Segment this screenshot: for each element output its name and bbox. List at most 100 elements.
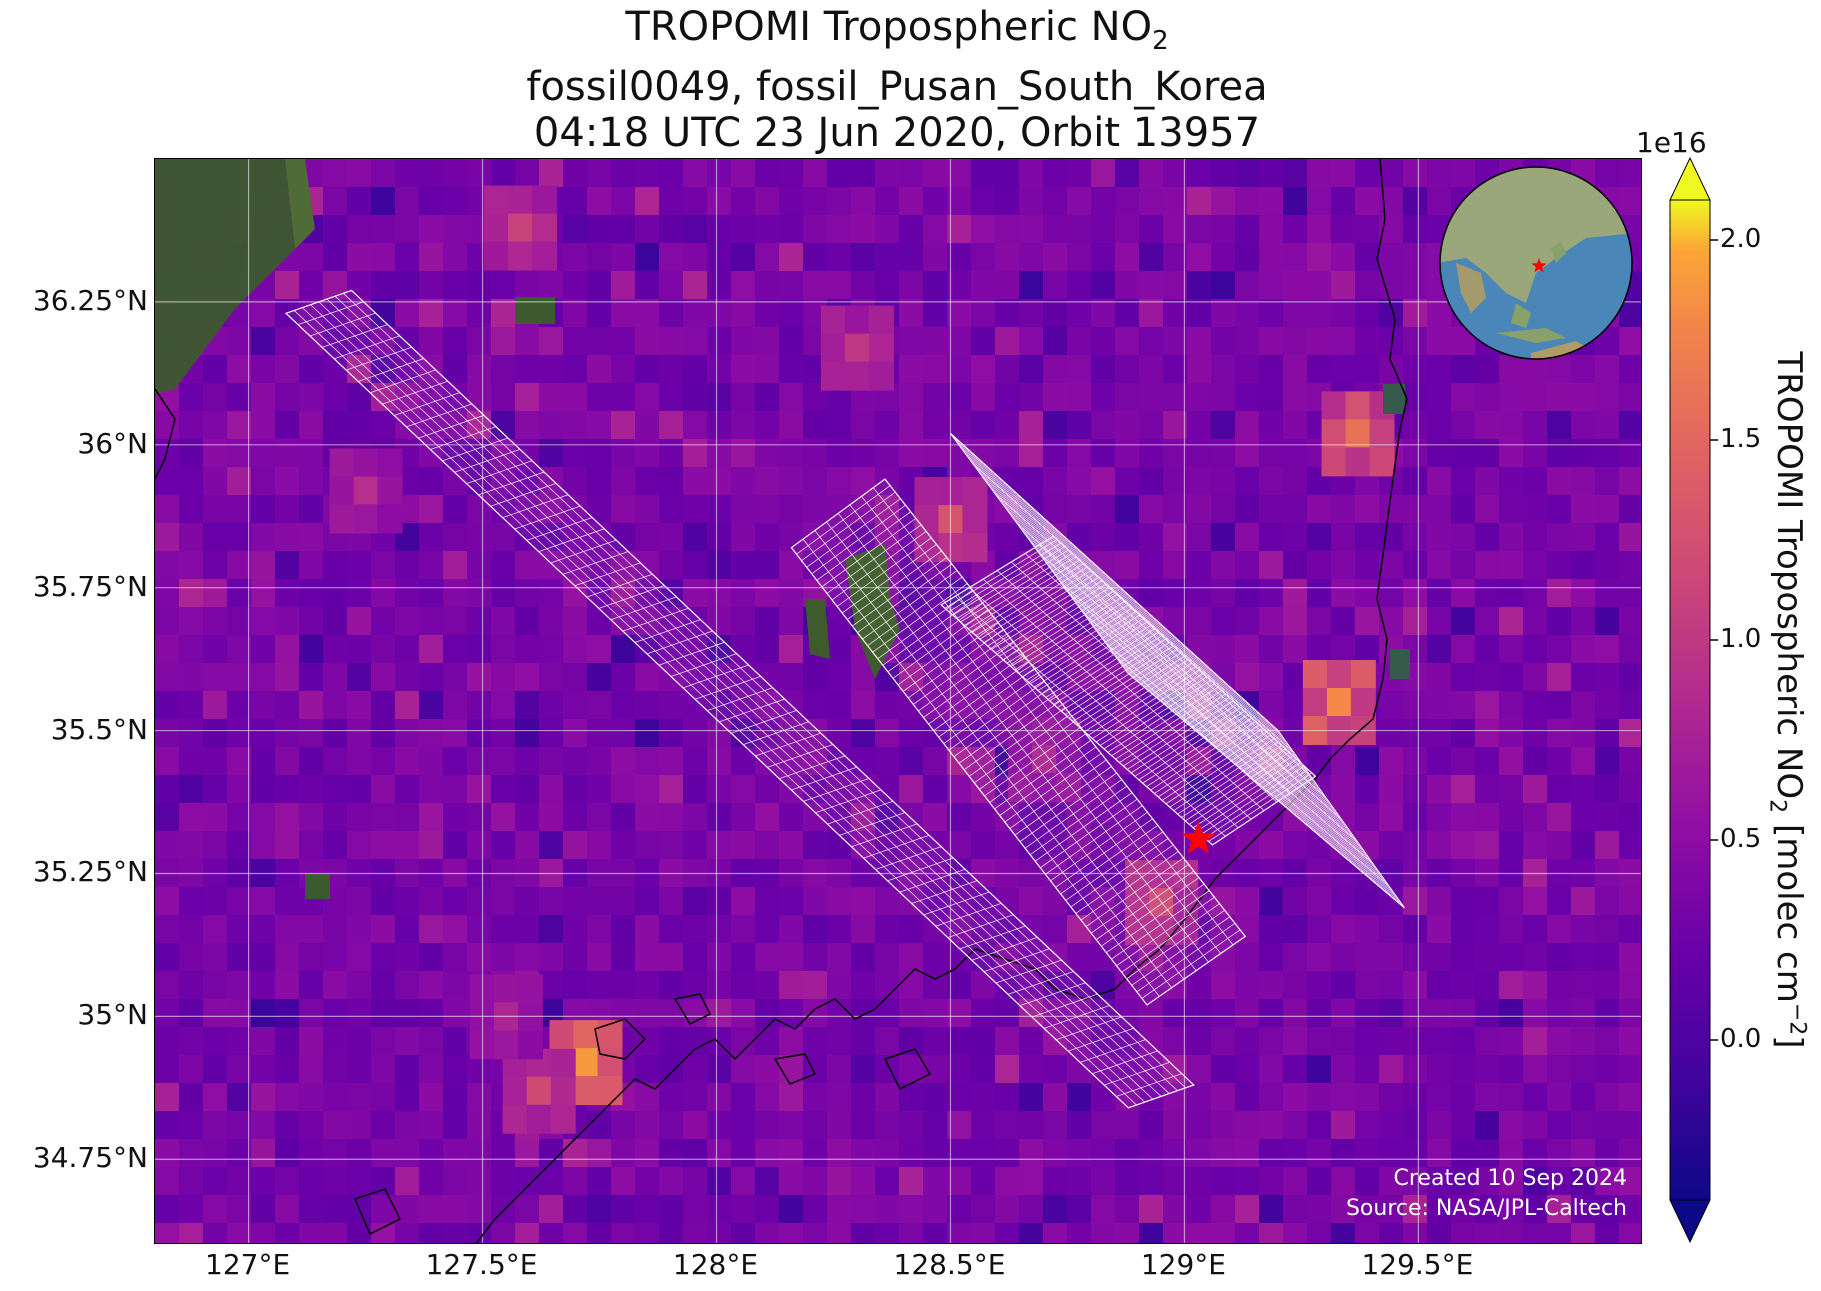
no2-pixel (347, 1223, 372, 1243)
no2-pixel (1211, 215, 1236, 244)
no2-pixel (1211, 159, 1236, 188)
no2-pixel (1619, 775, 1641, 804)
no2-pixel (251, 831, 276, 860)
swath-footprint-line (1216, 675, 1354, 865)
swath-footprint-line (971, 937, 1038, 961)
no2-pixel (563, 299, 588, 328)
no2-hotspot-pixel (483, 213, 509, 243)
no2-pixel (323, 999, 348, 1028)
no2-pixel (1475, 1139, 1500, 1168)
no2-pixel (1523, 1027, 1548, 1056)
no2-pixel (155, 551, 180, 580)
no2-pixel (1259, 887, 1284, 916)
no2-pixel (851, 243, 876, 272)
no2-pixel (1139, 999, 1164, 1028)
no2-pixel (947, 831, 972, 860)
colorbar-body (1669, 199, 1711, 1201)
no2-pixel (1139, 1167, 1164, 1196)
swath-footprint-line (1151, 615, 1299, 818)
colorbar-tick-label: 1.5 (1720, 424, 1762, 454)
plot-title: TROPOMI Tropospheric NO2 fossil0049, fos… (152, 4, 1642, 156)
no2-pixel (227, 803, 252, 832)
no2-pixel (491, 607, 516, 636)
no2-pixel (1067, 187, 1092, 216)
no2-pixel (155, 439, 180, 468)
no2-pixel (1379, 775, 1404, 804)
no2-pixel (1067, 327, 1092, 356)
no2-pixel (539, 439, 564, 468)
no2-pixel (923, 327, 948, 356)
no2-pixel (419, 495, 444, 524)
no2-pixel (1619, 719, 1641, 748)
no2-pixel (803, 999, 828, 1028)
no2-pixel (635, 551, 660, 580)
no2-pixel (563, 355, 588, 384)
no2-pixel (923, 1027, 948, 1056)
no2-pixel (1427, 803, 1452, 832)
no2-pixel (611, 355, 636, 384)
no2-pixel (155, 663, 180, 692)
swath-footprint-line (1090, 864, 1189, 934)
no2-pixel (1451, 999, 1476, 1028)
no2-hotspot-pixel (914, 505, 940, 535)
swath-footprint-line (1179, 641, 1322, 838)
no2-pixel (1595, 1139, 1620, 1168)
no2-pixel (179, 719, 204, 748)
swath-footprint-line (1121, 903, 1220, 973)
no2-pixel (635, 271, 660, 300)
no2-pixel (347, 887, 372, 916)
no2-pixel (1571, 495, 1596, 524)
no2-pixel (707, 971, 732, 1000)
no2-pixel (971, 1055, 996, 1084)
swath-footprint-line (743, 721, 809, 746)
no2-pixel (803, 1083, 828, 1112)
no2-pixel (1211, 327, 1236, 356)
no2-pixel (635, 467, 660, 496)
no2-pixel (1547, 1223, 1572, 1243)
no2-pixel (779, 383, 804, 412)
title-line-3: 04:18 UTC 23 Jun 2020, Orbit 13957 (533, 110, 1261, 156)
no2-pixel (395, 635, 420, 664)
no2-pixel (395, 551, 420, 580)
no2-pixel (467, 635, 492, 664)
no2-pixel (155, 775, 180, 804)
no2-pixel (779, 1139, 804, 1168)
no2-pixel (539, 607, 564, 636)
no2-pixel (1211, 1027, 1236, 1056)
no2-hotspot-pixel (502, 1104, 528, 1134)
no2-pixel (1355, 1083, 1380, 1112)
no2-pixel (635, 243, 660, 272)
no2-pixel (179, 999, 204, 1028)
swath-footprint-line (1141, 929, 1241, 999)
no2-pixel (1139, 495, 1164, 524)
no2-pixel (491, 719, 516, 748)
map-panel[interactable]: Created 10 Sep 2024 Source: NASA/JPL-Cal… (154, 158, 1642, 1244)
no2-pixel (683, 551, 708, 580)
swath-footprint-line (1055, 818, 1153, 888)
swath-footprint-line (1165, 628, 1311, 828)
no2-pixel (827, 159, 852, 188)
no2-pixel (227, 607, 252, 636)
no2-pixel (1283, 523, 1308, 552)
no2-pixel (227, 1139, 252, 1168)
no2-pixel (755, 971, 780, 1000)
lat-tick-label: 35°N (77, 998, 148, 1032)
no2-pixel (995, 1111, 1020, 1140)
swath-footprint-line (1043, 1005, 1110, 1029)
no2-pixel (1259, 1139, 1284, 1168)
no2-pixel (1019, 159, 1044, 188)
swath-footprint-line (948, 542, 1062, 613)
no2-pixel (851, 523, 876, 552)
no2-pixel (275, 1055, 300, 1084)
no2-pixel (467, 1083, 492, 1112)
no2-pixel (1187, 187, 1212, 216)
swath-footprint-line (887, 857, 954, 882)
no2-pixel (299, 635, 324, 664)
no2-pixel (731, 607, 756, 636)
no2-pixel (1019, 467, 1044, 496)
no2-pixel (1523, 411, 1548, 440)
no2-pixel (923, 775, 948, 804)
no2-pixel (1523, 1195, 1548, 1224)
no2-pixel (203, 1139, 228, 1168)
no2-pixel (803, 1055, 828, 1084)
